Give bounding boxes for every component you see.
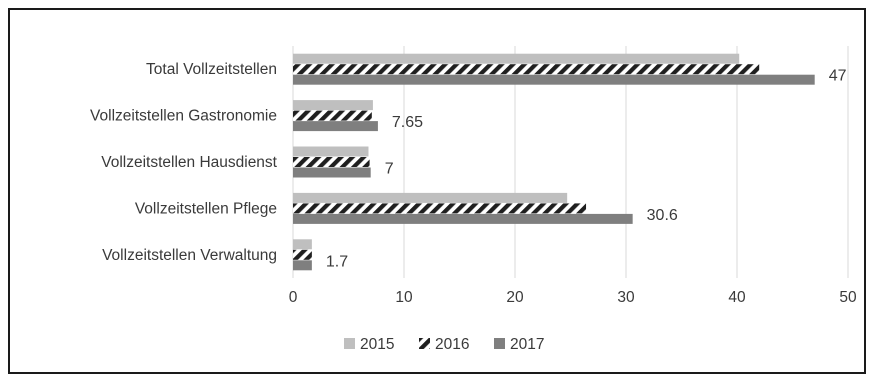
x-tick-label-10: 10: [395, 289, 413, 306]
bar-2016-vollzeitstellen-pflege: [293, 203, 587, 214]
legend-swatch-2017: [494, 338, 505, 349]
bar-2017-vollzeitstellen-gastronomie: [293, 121, 378, 132]
bar-2015-vollzeitstellen-gastronomie: [293, 100, 373, 111]
bar-2016-total-vollzeitstellen: [293, 64, 760, 75]
category-label-vollzeitstellen-pflege: Vollzeitstellen Pflege: [135, 200, 277, 217]
x-tick-label-20: 20: [506, 289, 524, 306]
bar-2017-vollzeitstellen-pflege: [293, 213, 633, 224]
labels-layer: 0 10 20 30 40 50 Total Vollzeitstellen Vollzeit…: [90, 61, 857, 306]
category-label-vollzeitstellen-gastronomie: Vollzeitstellen Gastronomie: [90, 108, 277, 125]
legend-swatch-2016: [419, 338, 430, 349]
legend: 2015 2016 2017: [344, 336, 544, 353]
data-label-2017-vollzeitstellen-gastronomie: 7.65: [392, 114, 423, 131]
chart-frame: 0 10 20 30 40 50 Total Vollzeitstellen Vollzeit…: [8, 8, 866, 374]
bar-2017-vollzeitstellen-hausdienst: [293, 167, 371, 178]
data-label-2017-vollzeitstellen-verwaltung: 1.7: [326, 253, 348, 270]
x-tick-label-50: 50: [839, 289, 857, 306]
bar-2017-total-vollzeitstellen: [293, 74, 815, 85]
bars-layer: [293, 53, 815, 271]
bar-2015-vollzeitstellen-pflege: [293, 192, 568, 203]
data-label-2017-vollzeitstellen-pflege: 30.6: [647, 207, 678, 224]
x-tick-label-30: 30: [617, 289, 635, 306]
legend-label-2016: 2016: [435, 336, 469, 353]
data-label-2017-vollzeitstellen-hausdienst: 7: [385, 161, 394, 178]
legend-label-2017: 2017: [510, 336, 544, 353]
bar-2016-vollzeitstellen-verwaltung: [293, 249, 312, 260]
bar-chart: 0 10 20 30 40 50 Total Vollzeitstellen Vollzeit…: [90, 46, 857, 353]
legend-label-2015: 2015: [360, 336, 394, 353]
x-tick-label-40: 40: [728, 289, 746, 306]
bar-2015-total-vollzeitstellen: [293, 53, 740, 64]
category-label-total-vollzeitstellen: Total Vollzeitstellen: [146, 61, 277, 78]
category-label-vollzeitstellen-verwaltung: Vollzeitstellen Verwaltung: [102, 247, 277, 264]
bar-2016-vollzeitstellen-gastronomie: [293, 110, 372, 121]
x-tick-label-0: 0: [289, 289, 298, 306]
bar-2015-vollzeitstellen-hausdienst: [293, 146, 369, 157]
category-label-vollzeitstellen-hausdienst: Vollzeitstellen Hausdienst: [101, 154, 277, 171]
bar-2017-vollzeitstellen-verwaltung: [293, 260, 312, 271]
bar-2016-vollzeitstellen-hausdienst: [293, 157, 370, 167]
legend-swatch-2015: [344, 338, 355, 349]
bar-2015-vollzeitstellen-verwaltung: [293, 239, 312, 250]
data-label-2017-total-vollzeitstellen: 47: [829, 68, 847, 85]
